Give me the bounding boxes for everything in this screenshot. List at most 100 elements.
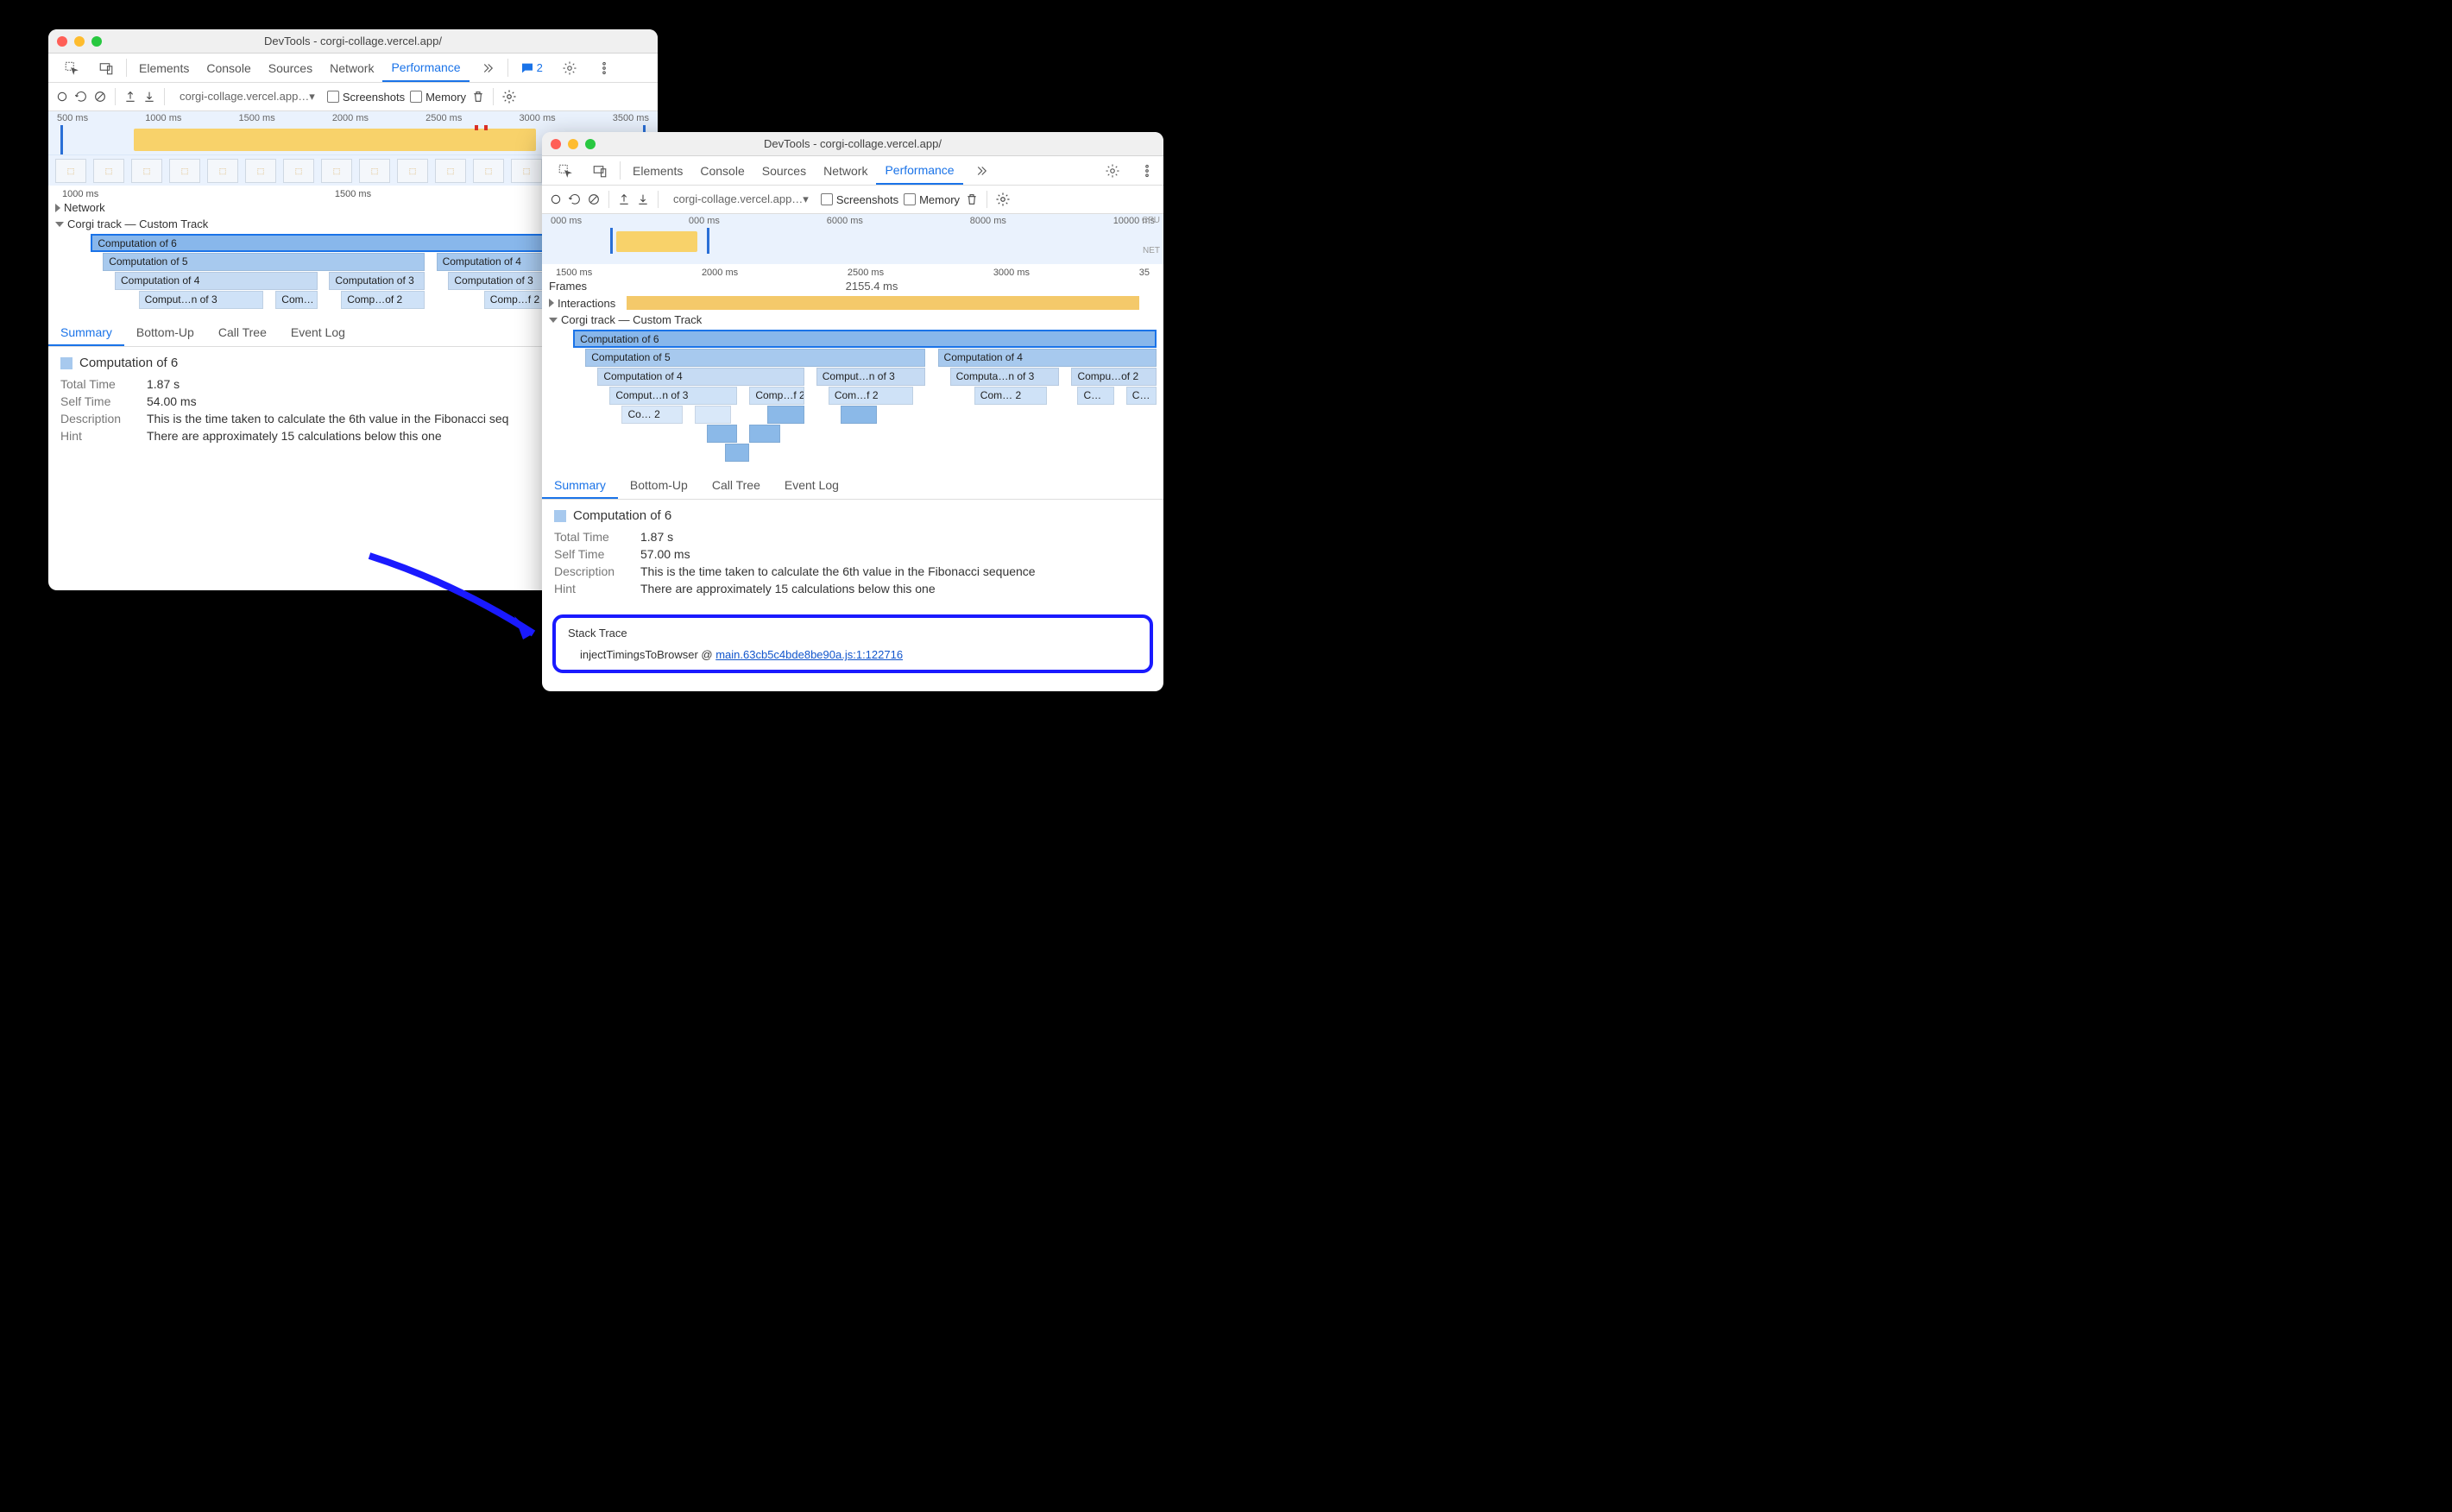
stack-trace-box: Stack Trace injectTimingsToBrowser @ mai… — [552, 614, 1153, 673]
flame-chart[interactable]: Computation of 6Computation of 5Computat… — [542, 328, 1163, 468]
color-swatch — [60, 357, 72, 369]
reload-icon[interactable] — [568, 192, 582, 206]
detail-tab-summary[interactable]: Summary — [542, 471, 618, 499]
flame-span[interactable]: Computation of 3 — [329, 272, 424, 290]
tab-network[interactable]: Network — [321, 54, 382, 82]
detail-tab-call-tree[interactable]: Call Tree — [700, 471, 772, 499]
flame-span[interactable]: Co… 2 — [621, 406, 682, 424]
detail-tab-bottom-up[interactable]: Bottom-Up — [618, 471, 700, 499]
flame-span[interactable] — [841, 406, 877, 424]
window-title: DevTools - corgi-collage.vercel.app/ — [542, 137, 1163, 150]
record-icon[interactable] — [55, 90, 69, 104]
detail-tab-call-tree[interactable]: Call Tree — [206, 318, 279, 346]
memory-checkbox[interactable]: Memory — [410, 91, 466, 104]
close-icon[interactable] — [551, 139, 561, 149]
summary-details: Computation of 6 Total Time1.87 s Self T… — [542, 500, 1163, 608]
trash-icon[interactable] — [965, 192, 979, 206]
minimize-icon[interactable] — [74, 36, 85, 47]
timeline-ruler: 1500 ms2000 ms2500 ms3000 ms35 — [542, 264, 1163, 278]
flame-span[interactable]: Comput…n of 3 — [609, 387, 737, 405]
flame-span[interactable]: Comput…n of 3 — [816, 368, 926, 386]
flame-span[interactable]: Computation of 5 — [585, 349, 925, 367]
flame-span[interactable]: Comp…of 2 — [341, 291, 425, 309]
inspect-icon[interactable] — [549, 156, 582, 185]
flame-span[interactable]: Computation of 5 — [103, 253, 425, 271]
memory-checkbox[interactable]: Memory — [904, 193, 960, 206]
screenshots-checkbox[interactable]: Screenshots — [327, 91, 405, 104]
flame-span[interactable]: Computation of 4 — [938, 349, 1157, 367]
custom-track-section[interactable]: Corgi track — Custom Track — [542, 312, 1163, 328]
screenshots-checkbox[interactable]: Screenshots — [821, 193, 898, 206]
flame-span[interactable]: Comp…f 2 — [749, 387, 804, 405]
interactions-section[interactable]: Interactions — [542, 294, 1163, 312]
flame-span[interactable]: C… — [1077, 387, 1113, 405]
more-tabs-icon[interactable] — [471, 54, 504, 82]
detail-tab-summary[interactable]: Summary — [48, 318, 124, 346]
upload-icon[interactable] — [123, 90, 137, 104]
url-selector[interactable]: corgi-collage.vercel.app…▾ — [666, 191, 816, 208]
download-icon[interactable] — [142, 90, 156, 104]
flame-span[interactable]: Computation of 4 — [597, 368, 804, 386]
upload-icon[interactable] — [617, 192, 631, 206]
cpu-overview: CPU NET — [542, 228, 1163, 254]
overview-timeline[interactable]: 000 ms000 ms6000 ms8000 ms10000 ms CPU N… — [542, 214, 1163, 264]
tab-elements[interactable]: Elements — [130, 54, 198, 82]
flame-span[interactable]: C… — [1126, 387, 1157, 405]
settings-icon[interactable] — [553, 54, 586, 82]
kebab-icon[interactable] — [1131, 156, 1163, 185]
tab-elements[interactable]: Elements — [624, 156, 691, 185]
flame-span[interactable] — [749, 425, 779, 443]
tab-sources[interactable]: Sources — [260, 54, 321, 82]
flame-span[interactable]: Compu…of 2 — [1071, 368, 1157, 386]
flame-span[interactable]: Com… 2 — [275, 291, 317, 309]
flame-span[interactable] — [695, 406, 731, 424]
stack-trace-link[interactable]: main.63cb5c4bde8be90a.js:1:122716 — [715, 648, 903, 661]
perf-toolbar: corgi-collage.vercel.app…▾ Screenshots M… — [48, 83, 658, 111]
panel-tabs: ElementsConsoleSourcesNetworkPerformance — [542, 156, 1163, 186]
reload-icon[interactable] — [74, 90, 88, 104]
feedback-icon[interactable]: 2 — [512, 54, 552, 82]
tab-performance[interactable]: Performance — [876, 156, 962, 185]
flame-span[interactable]: Computation of 6 — [573, 330, 1157, 348]
flame-span[interactable] — [767, 406, 804, 424]
devtools-window-after: DevTools - corgi-collage.vercel.app/ Ele… — [542, 132, 1163, 691]
tab-performance[interactable]: Performance — [382, 54, 469, 82]
trash-icon[interactable] — [471, 90, 485, 104]
flame-span[interactable]: Computation of 4 — [115, 272, 318, 290]
clear-icon[interactable] — [587, 192, 601, 206]
detail-tab-event-log[interactable]: Event Log — [279, 318, 357, 346]
device-toggle-icon[interactable] — [90, 54, 123, 82]
panel-tabs: ElementsConsoleSourcesNetworkPerformance… — [48, 54, 658, 83]
more-tabs-icon[interactable] — [965, 156, 998, 185]
flame-span[interactable]: Com… 2 — [974, 387, 1047, 405]
color-swatch — [554, 510, 566, 522]
clear-icon[interactable] — [93, 90, 107, 104]
flame-span[interactable]: Comput…n of 3 — [139, 291, 264, 309]
perf-settings-icon[interactable] — [501, 89, 517, 104]
kebab-icon[interactable] — [588, 54, 621, 82]
maximize-icon[interactable] — [585, 139, 596, 149]
tab-network[interactable]: Network — [815, 156, 876, 185]
perf-settings-icon[interactable] — [995, 192, 1011, 207]
flame-span[interactable] — [707, 425, 737, 443]
detail-tabs: SummaryBottom-UpCall TreeEvent Log — [542, 468, 1163, 500]
tab-console[interactable]: Console — [691, 156, 753, 185]
flame-span[interactable]: Computa…n of 3 — [950, 368, 1060, 386]
tab-sources[interactable]: Sources — [753, 156, 815, 185]
frames-section[interactable]: Frames2155.4 ms — [542, 278, 1163, 294]
url-selector[interactable]: corgi-collage.vercel.app…▾ — [173, 88, 322, 105]
tab-console[interactable]: Console — [198, 54, 259, 82]
close-icon[interactable] — [57, 36, 67, 47]
download-icon[interactable] — [636, 192, 650, 206]
detail-tab-bottom-up[interactable]: Bottom-Up — [124, 318, 206, 346]
perf-toolbar: corgi-collage.vercel.app…▾ Screenshots M… — [542, 186, 1163, 214]
inspect-icon[interactable] — [55, 54, 88, 82]
maximize-icon[interactable] — [91, 36, 102, 47]
record-icon[interactable] — [549, 192, 563, 206]
device-toggle-icon[interactable] — [583, 156, 616, 185]
flame-span[interactable] — [725, 444, 749, 462]
flame-span[interactable]: Com…f 2 — [829, 387, 914, 405]
detail-tab-event-log[interactable]: Event Log — [772, 471, 851, 499]
settings-icon[interactable] — [1096, 156, 1129, 185]
minimize-icon[interactable] — [568, 139, 578, 149]
